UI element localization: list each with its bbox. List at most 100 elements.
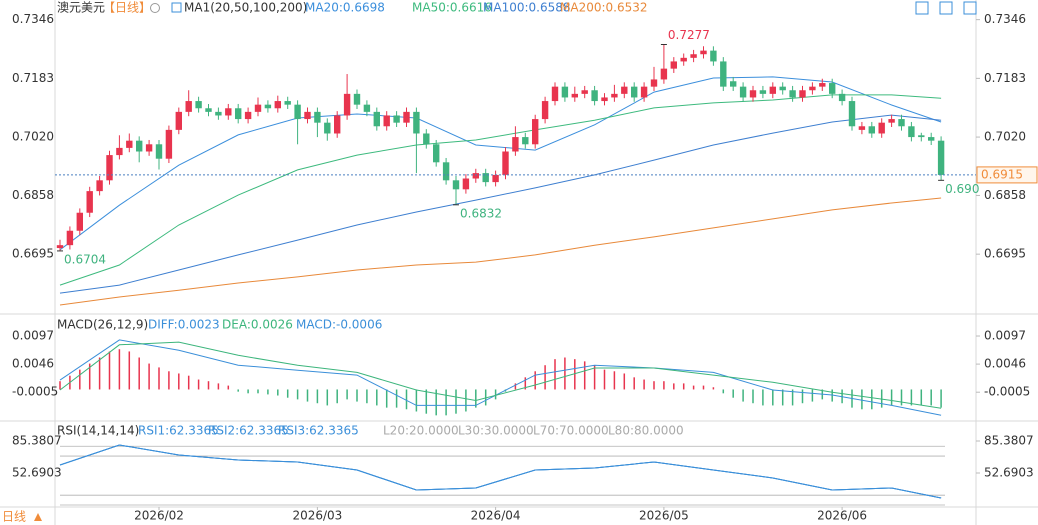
candle-body [155, 144, 163, 159]
y-tick-label: 0.0046 [12, 357, 54, 371]
footer-period[interactable]: 日线 [2, 510, 26, 524]
macd-bar [296, 389, 299, 400]
macd-bar [623, 373, 626, 390]
macd-bar [791, 389, 794, 406]
macd-bar [603, 369, 606, 390]
macd-bar [59, 381, 61, 390]
moving-average-line [59, 197, 942, 306]
macd-bar [306, 389, 309, 402]
macd-bar [346, 389, 348, 400]
candle-body [571, 93, 578, 98]
candle-body [898, 119, 905, 127]
macd-bar [257, 389, 259, 394]
legend-entry: RSI1:62.3365 [138, 424, 219, 438]
settings-button[interactable] [963, 1, 977, 15]
macd-bar [910, 389, 913, 406]
y-tick-label: 0.7183 [984, 71, 1026, 85]
panel-title: MACD(26,12,9) [57, 318, 148, 332]
candle-body [165, 129, 173, 159]
candle-body [66, 230, 74, 246]
macd-bar [267, 389, 269, 395]
candle-body [779, 86, 786, 91]
level-label: L70:70.0000 [533, 424, 609, 438]
macd-bar [940, 389, 942, 408]
macd-bar [475, 389, 477, 408]
macd-bar [217, 383, 220, 390]
candle-body [284, 101, 291, 105]
macd-line [59, 339, 942, 416]
candle-body [136, 140, 143, 152]
level-label: L30:30.0000 [458, 424, 534, 438]
candle-body [462, 178, 470, 190]
ma-label: MA1(20,50,100,200) [184, 1, 307, 15]
macd-bar [435, 389, 437, 416]
candle-body [145, 144, 153, 152]
candle-body [908, 126, 915, 138]
macd-bar [286, 389, 289, 398]
macd-bar [326, 389, 329, 406]
macd-bar [118, 349, 121, 390]
candle-body [195, 101, 202, 109]
macd-bar [88, 363, 91, 390]
candle-body [433, 144, 440, 163]
candle-body [116, 147, 123, 156]
candle-body [700, 50, 707, 55]
candle-body [878, 122, 885, 134]
last-price-tag [976, 166, 1038, 184]
candle-body [175, 111, 182, 130]
candle-body [403, 111, 410, 123]
candle-body [611, 93, 618, 98]
macd-bar [168, 371, 170, 390]
candle-body [829, 83, 836, 94]
macd-bar [138, 357, 140, 390]
candle-body [819, 83, 826, 87]
macd-bar [692, 385, 695, 390]
macd-bar [801, 389, 804, 404]
candle-body [601, 97, 608, 102]
macd-bar [643, 379, 645, 390]
candle-body [56, 245, 64, 249]
candle-body [551, 86, 559, 102]
legend-entry: DIFF:0.0023 [148, 318, 220, 332]
macd-bar [574, 359, 576, 390]
macd-bar [455, 389, 457, 414]
candle-body [710, 50, 717, 62]
legend-entry: MA50:0.6616 [412, 1, 492, 15]
candle-body [730, 81, 737, 87]
candle-body [244, 111, 252, 120]
candle-body [373, 111, 380, 127]
macd-bar [247, 389, 249, 394]
macd-bar [742, 389, 744, 402]
macd-bar [277, 389, 279, 396]
macd-bar [148, 363, 150, 390]
legend-entry: RSI3:62.3365 [278, 424, 359, 438]
zoom-button[interactable] [915, 1, 929, 15]
macd-bar [702, 385, 705, 390]
x-tick-label: 2026/03 [292, 509, 342, 523]
macd-bar [682, 383, 685, 390]
candle-body [561, 86, 569, 98]
macd-bar [673, 383, 675, 390]
candle-body [789, 90, 796, 98]
candle-body [225, 108, 232, 116]
candle-body [304, 111, 311, 120]
macd-bar [128, 351, 131, 390]
period[interactable]: 【日线】 [103, 1, 151, 15]
candle-body [937, 140, 945, 175]
candle-body [739, 86, 747, 98]
expand-icon[interactable] [34, 513, 42, 521]
moving-average-line [59, 114, 942, 294]
macd-bar [425, 389, 428, 414]
macd-bar [564, 357, 566, 390]
candle-body [393, 115, 400, 123]
macd-bar [554, 359, 556, 390]
candle-body [254, 104, 262, 112]
macd-bar [336, 389, 338, 404]
legend-entry: MACD:-0.0006 [296, 318, 382, 332]
candle-body [334, 115, 341, 134]
zoom-button[interactable] [939, 1, 953, 15]
settings-icon[interactable] [150, 3, 160, 13]
candle-body [759, 90, 767, 94]
candle-body [383, 115, 390, 127]
